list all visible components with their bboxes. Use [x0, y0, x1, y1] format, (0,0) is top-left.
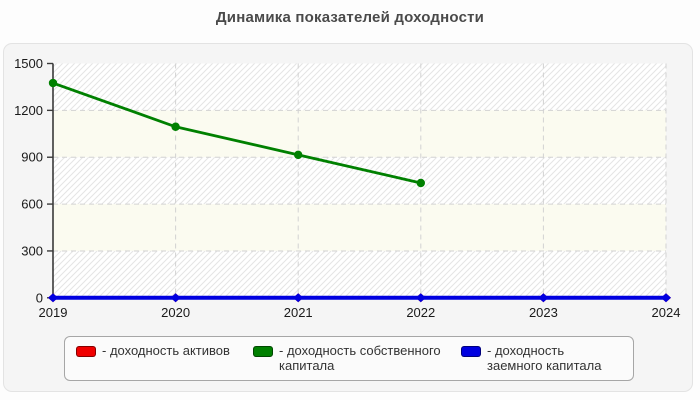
data-point-equity	[171, 122, 180, 131]
band-hatched	[53, 157, 666, 205]
legend-item-equity: - доходность собственного капитала	[253, 343, 445, 374]
x-tick-label: 2020	[161, 305, 190, 320]
series-equity	[48, 78, 425, 188]
legend-label-debt: - доходность заемного капитала	[487, 343, 602, 374]
legend-label-assets: - доходность активов	[102, 343, 230, 358]
x-axis-labels: 2019 2020 2021 2022 2023 2024	[39, 305, 681, 320]
data-point-debt	[170, 293, 181, 303]
data-point-debt	[415, 293, 426, 303]
band-cream	[53, 204, 666, 251]
data-point-debt	[661, 293, 671, 303]
x-tick-label: 2024	[652, 305, 681, 320]
chart-legend: - доходность активов - доходность собстве…	[64, 336, 634, 381]
band-cream	[53, 110, 666, 158]
legend-swatch-debt	[461, 346, 481, 357]
x-tick-label: 2023	[529, 305, 558, 320]
data-point-debt	[48, 293, 58, 303]
data-point-debt	[538, 293, 549, 303]
series-line-equity	[52, 81, 422, 185]
data-point-equity	[294, 150, 303, 160]
band-hatched	[53, 63, 666, 111]
chart-title: Динамика показателей доходности	[215, 9, 485, 26]
y-tick-label: 900	[21, 150, 43, 165]
y-tick-label: 1200	[14, 103, 43, 118]
data-point-equity	[48, 78, 58, 88]
y-axis: 0 300 600 900 1200 1500	[14, 56, 54, 305]
x-tick-label: 2022	[406, 305, 435, 320]
y-tick-label: 600	[21, 197, 43, 212]
band-hatched	[53, 250, 666, 298]
legend-swatch-assets	[76, 346, 96, 357]
x-tick-label: 2021	[284, 305, 313, 320]
x-tick-label: 2019	[39, 305, 68, 320]
gridlines	[53, 63, 667, 298]
legend-item-debt: - доходность заемного капитала	[461, 343, 621, 374]
y-tick-label: 300	[21, 243, 43, 258]
legend-label-equity: - доходность собственного капитала	[279, 343, 441, 374]
data-point-equity	[416, 178, 425, 188]
plot-bands	[53, 63, 666, 298]
legend-item-assets: - доходность активов	[76, 343, 246, 358]
legend-swatch-equity	[253, 346, 273, 357]
data-point-debt	[293, 293, 304, 303]
y-tick-label: 1500	[14, 56, 43, 71]
series-debt	[48, 293, 671, 303]
y-tick-label: 0	[36, 290, 43, 305]
